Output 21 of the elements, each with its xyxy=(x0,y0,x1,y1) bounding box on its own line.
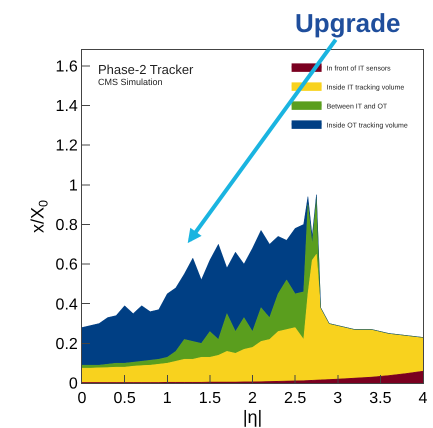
y-tick-label: 0.6 xyxy=(56,256,78,274)
y-tick-label: 0.8 xyxy=(56,217,78,234)
x-tick-label: 3.5 xyxy=(369,390,392,408)
y-tick-label: 0.4 xyxy=(56,296,78,314)
y-tick-label: 0 xyxy=(68,376,78,393)
text: Upgrade xyxy=(295,8,400,38)
x-tick-label: 1 xyxy=(162,390,172,408)
x-tick-label: 0.5 xyxy=(114,390,136,408)
x-tick-label: 2.5 xyxy=(284,390,306,408)
y-tick-label: 1.2 xyxy=(56,138,78,155)
annotation: Phase-2 Tracker xyxy=(98,62,194,77)
x-axis-title: |η| xyxy=(242,407,262,428)
x-tick-label: 2 xyxy=(248,390,258,408)
y-tick-label: 1.4 xyxy=(56,98,78,116)
y-tick-label: 1 xyxy=(68,177,78,194)
y-tick-label: 0.2 xyxy=(56,336,78,353)
x-tick-label: 1.5 xyxy=(198,390,222,408)
y-tick-label: 1.6 xyxy=(56,58,78,76)
x-tick-label: 4 xyxy=(418,390,428,408)
x-tick-label: 3 xyxy=(333,390,342,408)
annotation: CMS Simulation xyxy=(98,77,163,87)
